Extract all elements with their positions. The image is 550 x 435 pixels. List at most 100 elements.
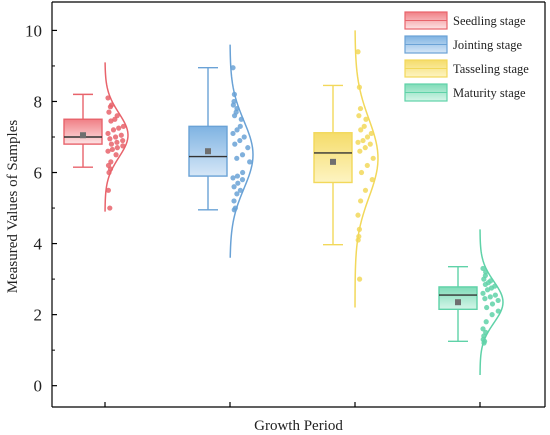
data-point (245, 145, 251, 151)
distribution-curve (104, 62, 129, 212)
data-point (120, 143, 126, 149)
x-axis-label: Growth Period (254, 418, 343, 434)
data-point (361, 123, 367, 129)
data-point (231, 198, 237, 204)
legend-label: Tasseling stage (453, 62, 529, 76)
data-point (356, 113, 362, 119)
data-point (113, 152, 119, 158)
series-2 (188, 44, 254, 258)
y-tick-label: 4 (34, 235, 43, 254)
data-point (237, 187, 243, 193)
axes: 0 2 4 6 8 10 (25, 1, 546, 408)
series-4 (438, 229, 504, 376)
data-point (112, 116, 118, 122)
data-point (241, 134, 247, 140)
data-point (107, 104, 113, 110)
data-point (364, 134, 371, 140)
data-point (120, 123, 127, 129)
data-point (231, 184, 237, 190)
series-3 (313, 30, 379, 308)
data-point (495, 297, 501, 304)
data-point (355, 139, 361, 145)
data-point (237, 137, 243, 144)
data-point (110, 127, 117, 133)
data-point (107, 205, 113, 211)
data-point (235, 180, 241, 186)
distribution-curve (229, 44, 254, 258)
data-point (118, 132, 124, 138)
data-point (482, 281, 488, 288)
data-point (234, 127, 240, 133)
data-point (482, 296, 488, 302)
data-point (116, 125, 122, 131)
mean-marker (80, 132, 86, 139)
distribution-curve (479, 229, 504, 376)
data-point (364, 162, 370, 169)
data-point (232, 141, 238, 147)
distribution-curve (354, 30, 379, 308)
box (313, 132, 353, 184)
data-point (367, 141, 373, 147)
data-point (481, 340, 487, 346)
data-point (230, 175, 236, 181)
data-point (247, 159, 253, 165)
data-point (105, 130, 111, 137)
data-point (370, 155, 376, 161)
data-point (355, 237, 361, 243)
legend: Seedling stage Jointing stage Tasseling st… (404, 11, 529, 102)
mean-marker (330, 158, 336, 165)
data-point (239, 177, 246, 183)
data-point (484, 304, 490, 311)
data-point (358, 127, 364, 133)
data-point (355, 49, 361, 55)
data-point (362, 145, 368, 151)
data-point (230, 130, 236, 137)
data-point (356, 226, 362, 232)
data-point (481, 276, 487, 282)
data-point (357, 276, 363, 282)
data-point (114, 145, 120, 151)
legend-label: Jointing stage (453, 38, 523, 52)
data-point (107, 136, 113, 142)
data-point (106, 109, 112, 115)
data-point (105, 148, 111, 154)
data-point (120, 137, 126, 144)
data-point (106, 169, 112, 176)
data-point (362, 187, 369, 193)
data-point (239, 152, 246, 158)
y-tick-label: 2 (34, 306, 43, 325)
legend-label: Seedling stage (453, 14, 526, 28)
data-point (480, 290, 486, 296)
data-point (360, 137, 366, 144)
y-tick-label: 6 (34, 164, 43, 183)
data-point (108, 141, 115, 147)
data-point (488, 285, 495, 291)
data-point (358, 198, 364, 204)
legend-label: Maturity stage (453, 86, 526, 100)
legend-item-2: Jointing stage (404, 35, 523, 54)
data-point (355, 212, 361, 218)
y-axis-label: Measured Values of Samples (5, 120, 21, 294)
legend-item-3: Tasseling stage (404, 59, 529, 78)
data-point (238, 116, 244, 122)
data-point (489, 312, 495, 318)
y-tick-label: 0 (34, 377, 43, 396)
mean-marker (205, 148, 211, 155)
legend-item-1: Seedling stage (404, 11, 526, 30)
data-point (112, 134, 119, 140)
data-point (483, 319, 489, 325)
data-point (114, 139, 120, 145)
data-point (234, 173, 241, 179)
data-point (109, 146, 115, 153)
data-point (234, 191, 240, 197)
data-point (363, 116, 369, 122)
legend-item-4: Maturity stage (404, 83, 526, 102)
box (438, 286, 478, 311)
data-point (357, 105, 364, 112)
data-point (356, 84, 362, 90)
data-point (105, 187, 111, 193)
data-point (231, 91, 237, 97)
data-point (369, 177, 375, 183)
data-point (240, 169, 246, 176)
